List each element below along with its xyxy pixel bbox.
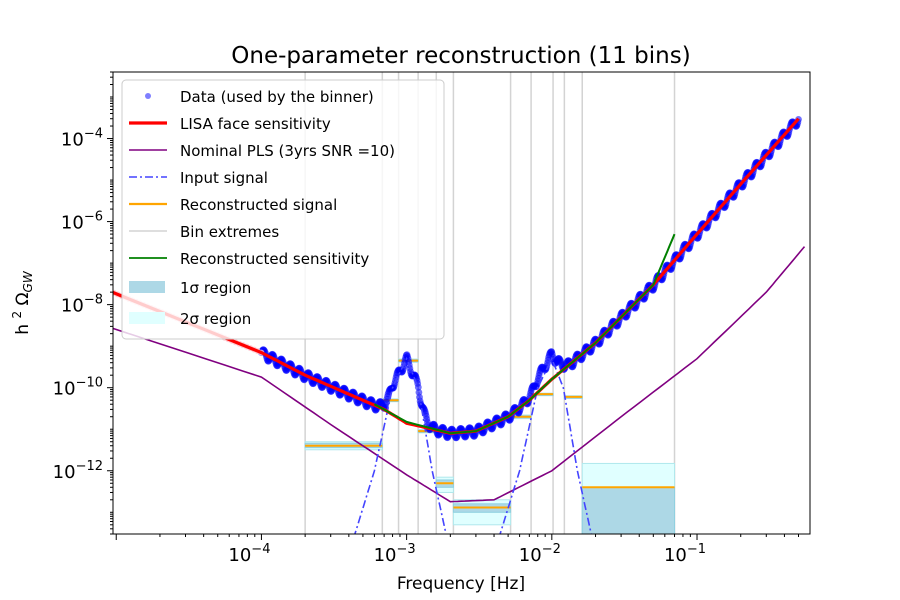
y-tick-label: 10−10 xyxy=(53,376,103,400)
data-point xyxy=(89,281,95,287)
legend-label: 1σ region xyxy=(180,279,251,297)
data-point xyxy=(74,275,80,281)
pls-curve xyxy=(113,246,806,503)
legend-marker xyxy=(129,281,165,293)
legend-marker xyxy=(145,93,151,99)
plot-frame xyxy=(112,71,811,535)
data-point xyxy=(93,283,99,289)
data-point xyxy=(41,262,47,268)
data-point xyxy=(82,278,88,284)
y-tick-label: 10−6 xyxy=(61,210,103,234)
legend-label: Reconstructed sensitivity xyxy=(180,250,369,268)
x-axis-label: Frequency [Hz] xyxy=(397,574,525,594)
data-point xyxy=(52,266,58,272)
data-point xyxy=(56,268,62,274)
legend-label: LISA face sensitivity xyxy=(180,115,331,133)
legend: Data (used by the binner) LISA face sensi… xyxy=(121,79,445,340)
data-point xyxy=(71,274,77,280)
data-point xyxy=(67,272,73,278)
data-point xyxy=(59,269,65,275)
legend-marker xyxy=(129,312,165,324)
legend-label: Input signal xyxy=(180,169,268,187)
legend-label: Reconstructed signal xyxy=(180,196,337,214)
x-axis: 10−4 10−3 10−2 10−1 xyxy=(115,534,800,566)
data-point xyxy=(45,263,51,269)
data-point xyxy=(100,286,106,292)
legend-label: Data (used by the binner) xyxy=(180,88,374,106)
plot-area xyxy=(37,72,806,534)
data-point xyxy=(104,287,110,293)
chart-title: One-parameter reconstruction (11 bins) xyxy=(231,43,690,69)
x-tick-label: 10−1 xyxy=(664,542,706,566)
data-point xyxy=(85,280,91,286)
input-signal-curve xyxy=(354,356,593,534)
x-tick-label: 10−2 xyxy=(519,542,561,566)
reconstructed-sensitivity-curve xyxy=(373,233,676,435)
legend-label: Nominal PLS (3yrs SNR =10) xyxy=(180,142,395,160)
y-tick-label: 10−8 xyxy=(61,293,103,317)
y-axis: 10−12 10−10 10−8 10−6 10−4 xyxy=(53,71,113,535)
sigma1-region xyxy=(581,486,676,534)
y-tick-label: 10−4 xyxy=(61,127,103,151)
x-tick-label: 10−4 xyxy=(228,542,270,566)
legend-box xyxy=(121,79,445,340)
data-point xyxy=(113,290,114,293)
data-point xyxy=(63,271,69,277)
data-point xyxy=(78,277,84,283)
legend-label: 2σ region xyxy=(180,310,251,328)
y-axis-label: h 2 ΩGW xyxy=(10,270,35,335)
y-tick-label: 10−12 xyxy=(53,459,103,483)
data-point xyxy=(48,265,54,271)
data-point xyxy=(96,284,102,290)
data-point xyxy=(37,260,43,266)
x-tick-label: 10−3 xyxy=(374,542,416,566)
legend-label: Bin extremes xyxy=(180,223,279,241)
